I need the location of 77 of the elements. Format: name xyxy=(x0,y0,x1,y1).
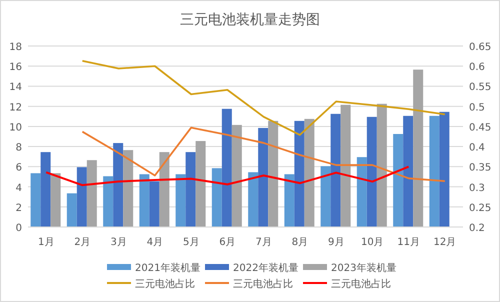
y-tick-label: 16 xyxy=(9,62,22,74)
y2-tick-label: 0.25 xyxy=(469,202,492,214)
bar xyxy=(30,173,41,228)
bar xyxy=(284,174,294,228)
x-tick-label: 9月 xyxy=(328,237,344,248)
bar xyxy=(139,174,150,228)
y-tick-label: 4 xyxy=(16,182,22,194)
bar xyxy=(103,176,114,228)
x-tick-label: 2月 xyxy=(74,237,91,248)
bar xyxy=(113,143,124,228)
y2-tick-label: 0.6 xyxy=(469,62,485,74)
legend-label: 三元电池占比 xyxy=(233,278,293,290)
bar xyxy=(258,128,268,228)
bar xyxy=(403,116,414,228)
y-tick-label: 14 xyxy=(9,82,22,94)
y2-tick-label: 0.2 xyxy=(469,223,485,234)
x-tick-label: 8月 xyxy=(292,237,308,248)
line-series xyxy=(81,60,446,136)
y2-tick-label: 0.55 xyxy=(469,82,492,94)
bar xyxy=(413,70,424,228)
bar xyxy=(294,120,304,228)
bar xyxy=(212,168,222,228)
bar xyxy=(76,167,87,228)
y-tick-label: 12 xyxy=(9,102,22,114)
y-tick-label: 6 xyxy=(16,162,22,174)
bar xyxy=(222,108,232,228)
bar xyxy=(248,172,258,228)
x-tick-label: 5月 xyxy=(182,237,200,248)
bar xyxy=(330,114,341,228)
bar xyxy=(196,141,206,228)
legend-label: 2021年装机量 xyxy=(135,262,200,274)
line-series xyxy=(81,126,446,182)
x-tick-label: 4月 xyxy=(146,237,164,248)
x-tick-label: 10月 xyxy=(361,237,384,248)
legend-label: 2022年装机量 xyxy=(233,262,298,274)
bar xyxy=(340,104,351,228)
bar xyxy=(232,124,242,228)
y2-tick-label: 0.45 xyxy=(469,122,492,134)
bar xyxy=(366,116,377,228)
y-tick-label: 18 xyxy=(9,42,22,53)
legend-label: 2023年装机量 xyxy=(331,262,396,274)
bar xyxy=(376,104,387,228)
legend-label: 三元电池占比 xyxy=(135,278,195,290)
bar xyxy=(176,174,186,228)
bar xyxy=(429,116,440,228)
x-tick-label: 3月 xyxy=(110,237,127,248)
bar xyxy=(268,120,278,228)
line-series xyxy=(45,166,410,186)
y-tick-label: 8 xyxy=(16,142,22,154)
bar xyxy=(304,118,314,228)
bar xyxy=(159,152,170,228)
bar xyxy=(66,193,77,228)
bar xyxy=(393,134,404,228)
y-tick-label: 10 xyxy=(9,122,22,134)
x-tick-label: 7月 xyxy=(255,237,272,248)
y2-tick-label: 0.4 xyxy=(469,142,485,154)
y-tick-label: 2 xyxy=(16,202,22,214)
bar xyxy=(356,157,367,228)
bar xyxy=(149,181,160,228)
bar xyxy=(50,173,61,228)
y-tick-label: 0 xyxy=(16,223,22,234)
bar xyxy=(123,150,134,228)
bar xyxy=(439,112,450,228)
y2-tick-label: 0.3 xyxy=(469,182,485,194)
x-tick-label: 1月 xyxy=(38,237,54,248)
x-tick-label: 11月 xyxy=(397,237,420,248)
bar xyxy=(86,160,97,228)
bar xyxy=(320,166,331,228)
y2-tick-label: 0.5 xyxy=(469,102,485,114)
y2-tick-label: 0.65 xyxy=(469,42,492,53)
bar xyxy=(186,152,196,228)
bar xyxy=(40,152,51,228)
legend-label: 三元电池占比 xyxy=(331,278,391,290)
chart-title: 三元电池装机量走势图 xyxy=(180,12,320,28)
x-tick-label: 12月 xyxy=(434,237,456,248)
x-tick-label: 6月 xyxy=(219,237,236,248)
y2-tick-label: 0.35 xyxy=(469,162,492,174)
